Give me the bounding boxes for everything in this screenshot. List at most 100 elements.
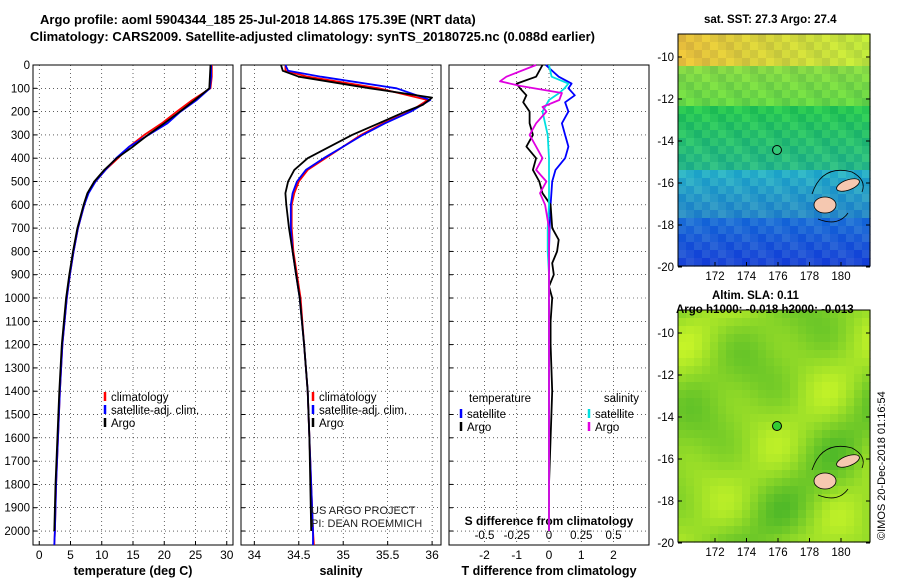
credit-line1: US ARGO PROJECT [311, 505, 416, 517]
sat-xtick-label: 174 [737, 271, 757, 283]
x-axis-label-temperature: temperature (deg C) [74, 564, 193, 578]
panel-frame-salinity [240, 64, 442, 546]
depth-tick-label: 1300 [4, 363, 30, 375]
alt-ytick-label: -10 [657, 328, 674, 340]
alt-reef-outline [811, 445, 864, 499]
x-tick-label-salinity-diff: 0.5 [606, 530, 622, 542]
sat-ytick-label: -18 [657, 220, 674, 232]
sst-map-title: sat. SST: 27.3 Argo: 27.4 [704, 14, 837, 26]
alt-ytick-label: -20 [657, 538, 674, 550]
depth-tick-label: 700 [11, 223, 30, 235]
depth-tick-label: 600 [11, 200, 30, 212]
depth-tick-label: 1500 [4, 410, 30, 422]
legend-label: climatology [111, 392, 169, 404]
x-tick-label-temperature-diff: 1 [578, 548, 585, 562]
x-tick-label-salinity-diff: 0.25 [570, 530, 592, 542]
legend-label: satellite [467, 409, 506, 421]
depth-tick-label: 1000 [4, 293, 30, 305]
credit-line2: PI: DEAN ROEMMICH [311, 518, 423, 530]
series-line-temperature-argo [53, 64, 212, 532]
x-tick-label-salinity: 36 [425, 548, 439, 562]
sat-ytick-label: -10 [657, 52, 674, 64]
x-tick-label-temperature: 30 [220, 548, 234, 562]
legend-header-salinity: salinity [604, 393, 639, 405]
x-tick-label-temperature-diff: 2 [610, 548, 617, 562]
x-tick-label-temperature-diff: -1 [511, 548, 522, 562]
depth-tick-label: 500 [11, 177, 30, 189]
series-line-difference-s-argo [499, 64, 563, 531]
x-tick-label-temperature-diff: -2 [479, 548, 490, 562]
imos-stamp: ©IMOS 20-Dec-2018 01:16:54 [876, 391, 888, 540]
depth-tick-label: 1400 [4, 386, 30, 398]
x-tick-label-temperature: 10 [95, 548, 109, 562]
x-tick-label-temperature-diff: 0 [546, 548, 553, 562]
x-tick-label-temperature: 5 [67, 548, 74, 562]
x-tick-label-temperature: 0 [36, 548, 43, 562]
series-line-salinity-climatology [284, 65, 429, 546]
sat-ytick-label: -14 [657, 136, 674, 148]
sat-map-frame [677, 33, 871, 267]
x-tick-label-salinity: 34.5 [287, 548, 311, 562]
legend-label: climatology [319, 392, 377, 404]
sat-island-viti-levu [813, 196, 837, 214]
depth-tick-label: 1200 [4, 340, 30, 352]
sat-map [678, 34, 871, 267]
chart-title-line2: Climatology: CARS2009. Satellite-adjuste… [30, 29, 595, 44]
sat-ytick-label: -20 [657, 262, 674, 274]
x-tick-label-salinity: 34 [248, 548, 262, 562]
credit-text: US ARGO PROJECT PI: DEAN ROEMMICH [311, 505, 422, 531]
legend-label: satellite [595, 409, 634, 421]
sat-ytick-label: -16 [657, 178, 674, 190]
depth-tick-label: 2000 [4, 526, 30, 538]
alt-xtick-label: 172 [705, 547, 724, 559]
depth-tick-label: 200 [11, 107, 30, 119]
depth-tick-label: 1600 [4, 433, 30, 445]
x-axis-label-salinity: salinity [319, 564, 362, 578]
alt-float-marker [772, 421, 782, 431]
depth-tick-label: 400 [11, 153, 30, 165]
legend-label: satellite-adj. clim. [111, 405, 199, 417]
sat-xtick-label: 180 [831, 271, 850, 283]
depth-tick-label: 800 [11, 246, 30, 258]
series-line-salinity-argo [280, 64, 434, 532]
alt-xtick-label: 176 [768, 547, 787, 559]
x-tick-label-salinity: 35.5 [376, 548, 400, 562]
legend-label: Argo [595, 422, 619, 434]
alt-xtick-label: 174 [737, 547, 757, 559]
sla-map-subtitle: Argo h1000: -0.018 h2000: -0.013 [676, 304, 854, 316]
alt-xtick-label: 178 [800, 547, 819, 559]
x-tick-label-salinity-diff: -0.25 [504, 530, 530, 542]
x-tick-label-temperature: 25 [189, 548, 203, 562]
alt-island-vanua-levu [836, 454, 860, 468]
sla-map-title: Altim. SLA: 0.11 [712, 290, 799, 302]
sat-reef-outline [811, 169, 864, 223]
depth-tick-label: 1700 [4, 456, 30, 468]
alt-map-frame [677, 309, 871, 543]
depth-tick-label: 1100 [5, 316, 30, 328]
x-tick-label-temperature: 15 [126, 548, 140, 562]
depth-tick-label: 1800 [4, 479, 30, 491]
chart-title-line1: Argo profile: aoml 5904344_185 25-Jul-20… [40, 12, 476, 27]
x-tick-label-salinity-diff: 0 [546, 530, 552, 542]
alt-island-viti-levu [813, 472, 837, 490]
alt-ytick-label: -12 [657, 370, 674, 382]
alt-ytick-label: -16 [657, 454, 674, 466]
legend-label: satellite-adj. clim. [319, 405, 407, 417]
sat-float-marker [772, 145, 782, 155]
series-line-salinity-satellite-adj-clim- [284, 64, 432, 545]
alt-ytick-label: -14 [657, 412, 674, 424]
legend-label: Argo [467, 422, 491, 434]
legend-header-temperature: temperature [469, 393, 531, 405]
sat-xtick-label: 176 [768, 271, 787, 283]
x-tick-label-temperature: 20 [158, 548, 172, 562]
legend-label: Argo [319, 418, 343, 430]
x-tick-label-salinity: 35 [337, 548, 351, 562]
alt-xtick-label: 180 [831, 547, 850, 559]
depth-tick-label: 0 [24, 60, 30, 72]
alt-ytick-label: -18 [657, 496, 674, 508]
x-tick-label-salinity-diff: -0.5 [475, 530, 495, 542]
depth-tick-label: 1900 [4, 503, 30, 515]
sat-xtick-label: 178 [800, 271, 819, 283]
depth-tick-label: 900 [11, 270, 30, 282]
